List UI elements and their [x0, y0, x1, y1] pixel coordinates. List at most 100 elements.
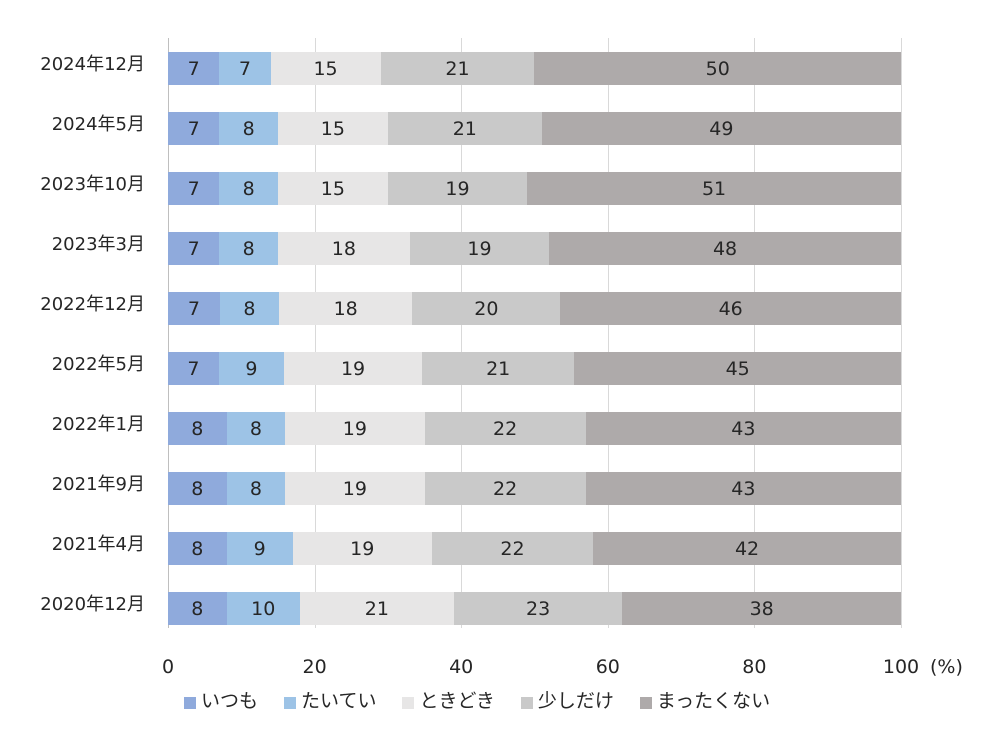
x-axis-unit: (%) — [930, 656, 963, 678]
y-axis-label: 2021年9月 — [51, 474, 145, 495]
x-axis-tick: 60 — [595, 656, 620, 678]
bar-row: 7 9 19 21 45 — [168, 352, 901, 385]
legend-label: 少しだけ — [537, 690, 614, 712]
legend-item: 少しだけ — [520, 686, 614, 713]
bar-segment: 9 — [226, 532, 293, 565]
bar-segment: 8 — [168, 532, 227, 565]
bar-segment: 50 — [534, 52, 901, 85]
bar-segment: 22 — [424, 412, 586, 445]
bar-segment: 46 — [560, 292, 901, 325]
bar-segment: 7 — [168, 52, 220, 85]
y-axis-label: 2022年12月 — [40, 294, 145, 315]
bar-segment: 21 — [422, 352, 575, 385]
legend: いつも たいてい ときどき 少しだけ まったくない — [184, 686, 796, 713]
bar-segment: 21 — [380, 52, 535, 85]
bar-segment: 42 — [593, 532, 901, 565]
legend-item: たいてい — [284, 686, 376, 713]
y-axis-label: 2022年1月 — [51, 414, 145, 435]
x-axis-tick: 20 — [302, 656, 327, 678]
bar-segment: 8 — [219, 232, 278, 265]
gridline — [607, 38, 609, 628]
bar-row: 7 8 18 19 48 — [168, 232, 901, 265]
x-axis-tick: 80 — [742, 656, 767, 678]
y-axis-label: 2020年12月 — [40, 594, 145, 615]
legend-swatch-icon — [639, 696, 652, 709]
legend-label: まったくない — [656, 690, 771, 712]
bar-segment: 19 — [387, 172, 528, 205]
bar-segment: 38 — [622, 592, 901, 625]
bar-segment: 43 — [585, 412, 901, 445]
legend-label: たいてい — [301, 690, 377, 712]
gridline — [314, 38, 316, 628]
gridline — [901, 38, 902, 628]
y-axis-label: 2023年10月 — [40, 174, 145, 195]
bar-segment: 7 — [168, 352, 219, 385]
bar-segment: 19 — [409, 232, 550, 265]
bar-segment: 19 — [284, 352, 422, 385]
bar-segment: 18 — [277, 232, 410, 265]
legend-label: いつも — [201, 690, 259, 712]
bar-segment: 8 — [226, 472, 286, 505]
bar-row: 7 8 18 20 46 — [168, 292, 901, 325]
gridline — [754, 38, 756, 628]
gridline — [461, 38, 463, 628]
legend-swatch-icon — [402, 696, 415, 709]
bar-segment: 22 — [431, 532, 594, 565]
bar-row: 8 8 19 22 43 — [168, 412, 901, 445]
bar-segment: 8 — [219, 112, 278, 145]
bar-segment: 19 — [285, 472, 425, 505]
legend-label: ときどき — [419, 690, 495, 712]
bar-row: 8 9 19 22 42 — [168, 532, 901, 565]
bar-segment: 45 — [574, 352, 901, 385]
y-axis-label: 2024年12月 — [40, 54, 145, 75]
bar-segment: 20 — [412, 292, 561, 325]
bar-row: 8 8 19 22 43 — [168, 472, 901, 505]
bar-segment: 21 — [387, 112, 542, 145]
bar-segment: 43 — [585, 472, 901, 505]
bar-segment: 21 — [299, 592, 454, 625]
y-axis-label: 2021年4月 — [51, 534, 145, 555]
bar-segment: 8 — [168, 472, 227, 505]
y-axis-label: 2023年3月 — [51, 234, 145, 255]
bar-segment: 19 — [285, 412, 425, 445]
bar-segment: 8 — [219, 292, 280, 325]
bar-segment: 7 — [168, 112, 220, 145]
bar-segment: 15 — [277, 172, 388, 205]
bar-segment: 7 — [168, 232, 220, 265]
y-axis-label: 2022年5月 — [51, 354, 145, 375]
plot-area: 7 7 15 21 50 7 8 15 21 49 7 8 15 19 51 7 8 18 19 48 7 8 18 20 46… — [168, 38, 902, 628]
bar-segment: 8 — [226, 412, 286, 445]
bar-segment: 18 — [279, 292, 413, 325]
bar-segment: 7 — [219, 52, 271, 85]
x-axis-tick: 100 — [882, 656, 920, 678]
bar-segment: 7 — [168, 172, 220, 205]
bar-row: 7 8 15 21 49 — [168, 112, 901, 145]
x-axis-tick: 0 — [161, 656, 175, 678]
bar-segment: 23 — [453, 592, 623, 625]
bar-segment: 49 — [541, 112, 901, 145]
bar-segment: 8 — [219, 172, 278, 205]
bar-segment: 51 — [527, 172, 901, 205]
gridline — [168, 38, 169, 628]
bar-segment: 48 — [549, 232, 901, 265]
bar-row: 8 10 21 23 38 — [168, 592, 901, 625]
x-axis-tick: 40 — [449, 656, 474, 678]
bar-segment: 15 — [277, 112, 388, 145]
bar-row: 7 8 15 19 51 — [168, 172, 901, 205]
legend-item: ときどき — [402, 686, 495, 713]
legend-swatch-icon — [184, 696, 196, 709]
bar-segment: 8 — [168, 592, 227, 625]
bar-segment: 19 — [292, 532, 432, 565]
bar-segment: 15 — [270, 52, 381, 85]
legend-swatch-icon — [520, 696, 533, 709]
legend-item: まったくない — [639, 686, 771, 713]
bar-row: 7 7 15 21 50 — [168, 52, 901, 85]
legend-item: いつも — [184, 686, 258, 713]
bar-segment: 8 — [168, 412, 227, 445]
legend-swatch-icon — [284, 696, 297, 709]
bar-segment: 7 — [168, 292, 220, 325]
bar-segment: 10 — [226, 592, 300, 625]
bar-segment: 9 — [218, 352, 285, 385]
y-axis-label: 2024年5月 — [51, 114, 145, 135]
